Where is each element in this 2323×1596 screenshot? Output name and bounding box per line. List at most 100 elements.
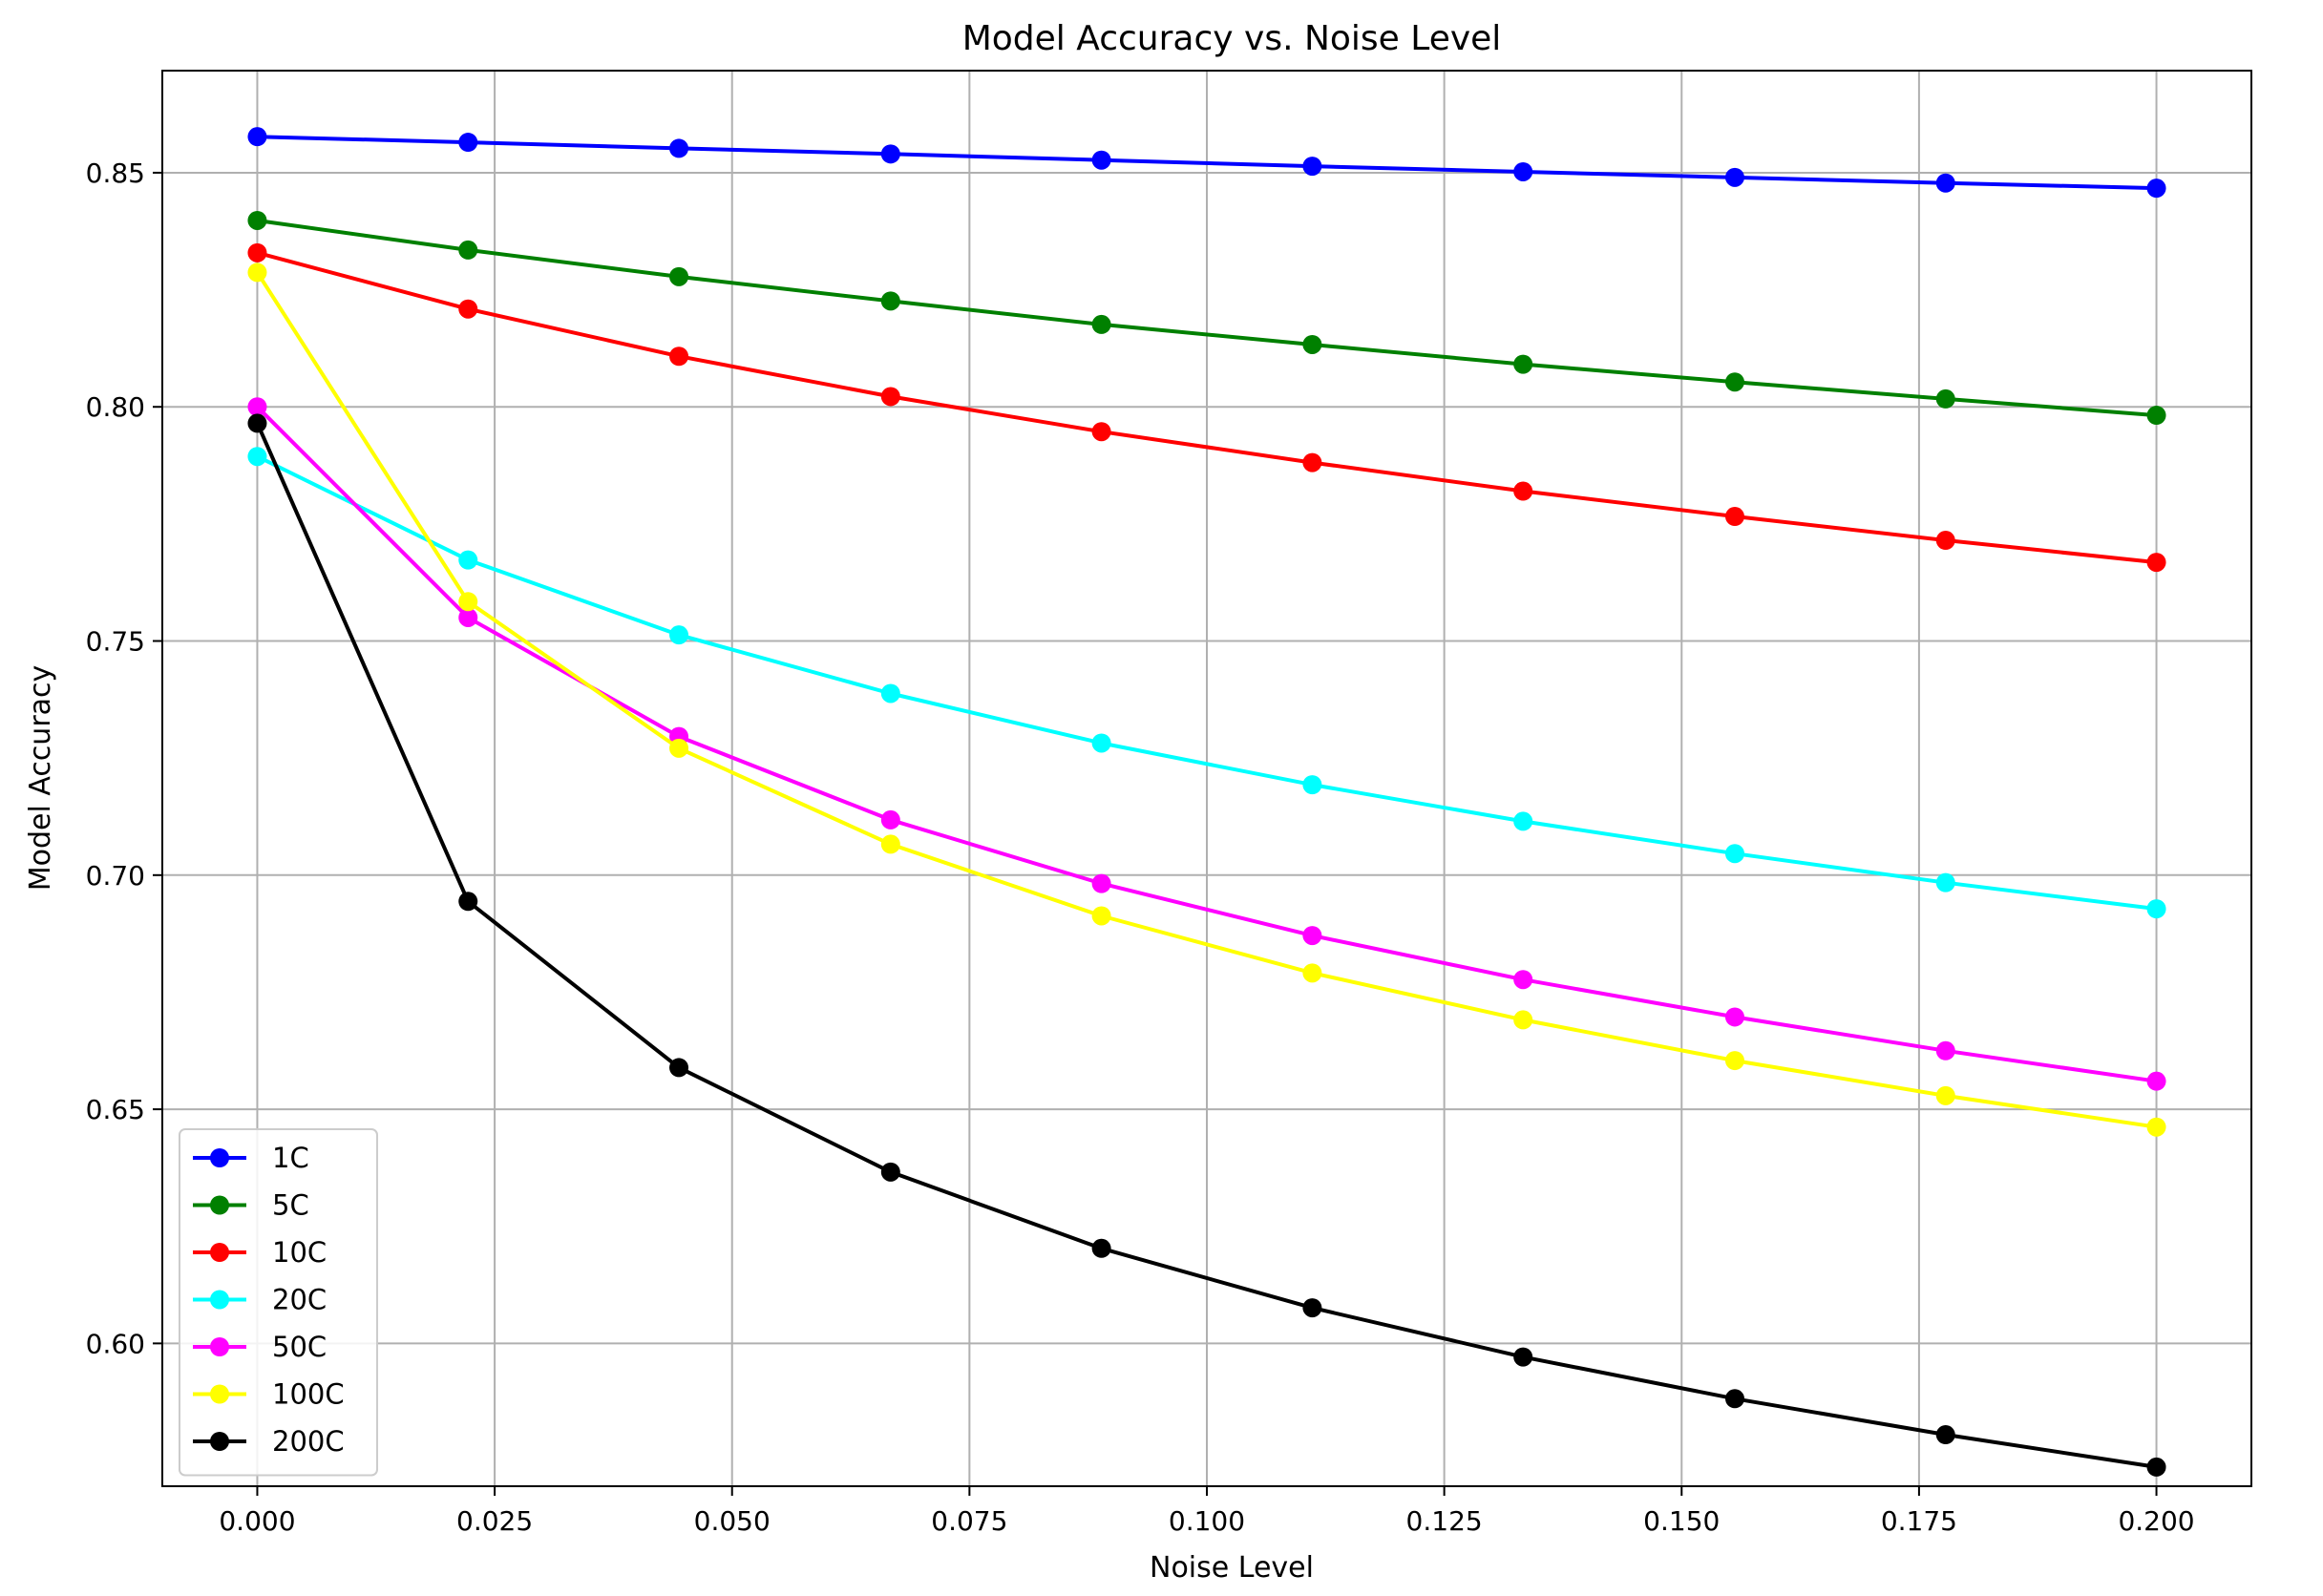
data-point-10C <box>458 299 478 319</box>
legend: 1C 5C 10C 20C 50C 100C 200C <box>179 1128 378 1477</box>
legend-item-5C: 5C <box>193 1189 309 1222</box>
legend-label: 200C <box>272 1425 345 1458</box>
x-tick-label: 0.125 <box>1406 1505 1483 1537</box>
y-tick-label: 0.75 <box>86 626 145 658</box>
legend-marker <box>210 1337 229 1356</box>
data-point-200C <box>1302 1298 1322 1318</box>
data-point-200C <box>880 1162 900 1182</box>
legend-item-200C: 200C <box>193 1425 345 1458</box>
y-tick-label: 0.65 <box>86 1094 145 1125</box>
data-point-20C <box>247 447 267 467</box>
data-point-20C <box>2146 899 2166 919</box>
legend-label: 20C <box>272 1284 327 1316</box>
legend-marker <box>210 1290 229 1310</box>
data-point-5C <box>1513 354 1533 374</box>
data-point-10C <box>1513 481 1533 501</box>
y-tick-label: 0.80 <box>86 391 145 423</box>
series-line-5C <box>257 219 2157 418</box>
chart-title: Model Accuracy vs. Noise Level <box>962 19 1502 58</box>
data-point-50C <box>1302 926 1322 946</box>
legend-marker <box>210 1243 229 1262</box>
x-tick-label: 0.000 <box>219 1505 295 1537</box>
data-point-200C <box>2146 1457 2166 1477</box>
data-point-5C <box>669 266 689 286</box>
data-point-100C <box>1302 963 1322 983</box>
data-point-200C <box>247 413 267 433</box>
data-point-1C <box>1724 167 1744 187</box>
x-tick-label: 0.150 <box>1643 1505 1720 1537</box>
legend-marker <box>210 1195 229 1215</box>
y-tick-label: 0.70 <box>86 860 145 892</box>
data-point-100C <box>458 592 478 612</box>
data-point-5C <box>247 210 267 230</box>
data-point-10C <box>1091 422 1111 442</box>
series-1C <box>247 127 2166 199</box>
data-point-20C <box>1513 811 1533 831</box>
x-tick-label: 0.050 <box>694 1505 771 1537</box>
data-point-5C <box>458 240 478 260</box>
legend-item-10C: 10C <box>193 1236 327 1269</box>
legend-label: 1C <box>272 1142 309 1174</box>
series-100C <box>247 262 2166 1137</box>
data-point-1C <box>247 127 267 147</box>
data-point-20C <box>1724 844 1744 864</box>
legend-item-1C: 1C <box>193 1142 309 1174</box>
data-point-10C <box>669 346 689 367</box>
data-point-50C <box>1935 1040 1955 1060</box>
data-point-100C <box>669 738 689 758</box>
data-point-100C <box>247 262 267 283</box>
series-5C <box>247 210 2166 426</box>
data-point-10C <box>247 242 267 262</box>
y-axis-label: Model Accuracy <box>24 665 57 892</box>
grid <box>162 71 2251 1486</box>
x-tick-label: 0.075 <box>931 1505 1007 1537</box>
y-axis: 0.60 0.65 0.70 0.75 0.80 0.85 <box>86 158 162 1359</box>
data-point-200C <box>1091 1238 1111 1258</box>
data-point-20C <box>669 625 689 645</box>
data-point-50C <box>2146 1071 2166 1091</box>
series-layer <box>247 127 2166 1477</box>
data-point-50C <box>458 607 478 627</box>
data-point-10C <box>880 387 900 407</box>
series-line-1C <box>257 135 2157 191</box>
legend-label: 10C <box>272 1236 327 1269</box>
series-20C <box>247 447 2166 919</box>
legend-label: 100C <box>272 1378 345 1411</box>
data-point-100C <box>1091 906 1111 926</box>
data-point-1C <box>880 144 900 164</box>
data-point-200C <box>1935 1425 1955 1445</box>
data-point-20C <box>880 683 900 704</box>
data-point-20C <box>1935 872 1955 892</box>
legend-label: 5C <box>272 1189 309 1222</box>
data-point-50C <box>1091 873 1111 893</box>
data-point-100C <box>1935 1085 1955 1105</box>
x-axis: 0.000 0.025 0.050 0.075 0.100 0.125 0.150 0.175… <box>219 1486 2195 1537</box>
data-point-20C <box>1091 733 1111 753</box>
series-line-10C <box>256 250 2157 565</box>
legend-item-100C: 100C <box>193 1378 345 1411</box>
data-point-1C <box>1302 157 1322 177</box>
legend-item-50C: 50C <box>193 1331 327 1363</box>
data-point-200C <box>1513 1347 1533 1367</box>
data-point-100C <box>880 834 900 854</box>
x-axis-label: Noise Level <box>1150 1551 1314 1585</box>
x-tick-label: 0.025 <box>456 1505 533 1537</box>
data-point-1C <box>1091 150 1111 170</box>
data-point-20C <box>1302 775 1322 795</box>
data-point-200C <box>458 892 478 912</box>
data-point-10C <box>1935 531 1955 551</box>
data-point-5C <box>2146 406 2166 426</box>
data-point-5C <box>1302 334 1322 354</box>
data-point-50C <box>247 397 267 417</box>
data-point-100C <box>1724 1051 1744 1071</box>
data-point-200C <box>1724 1389 1744 1409</box>
legend-item-20C: 20C <box>193 1284 327 1316</box>
data-point-10C <box>1302 452 1322 472</box>
legend-marker <box>210 1148 229 1167</box>
legend-marker <box>210 1432 229 1451</box>
series-line-20C <box>256 454 2157 912</box>
data-point-5C <box>1935 388 1955 409</box>
data-point-5C <box>1724 372 1744 392</box>
